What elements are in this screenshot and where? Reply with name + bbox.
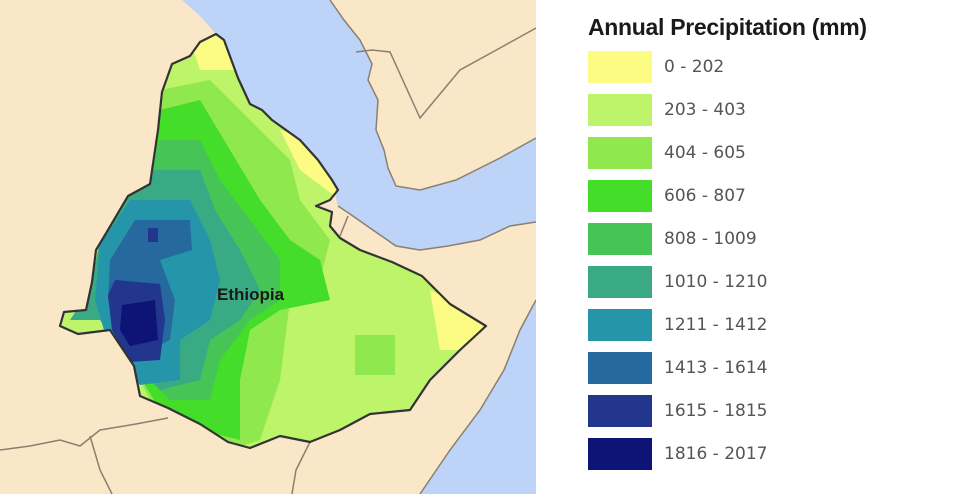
indian-ocean	[420, 300, 536, 494]
red-sea	[182, 0, 536, 250]
legend-item: 1413 - 1614	[586, 346, 964, 389]
legend-item: 1816 - 2017	[586, 432, 964, 475]
legend-label: 1615 - 1815	[664, 400, 768, 421]
precipitation-map: Ethiopia	[0, 0, 536, 494]
legend-item: 1615 - 1815	[586, 389, 964, 432]
legend-label: 203 - 403	[664, 99, 746, 120]
legend: Annual Precipitation (mm) 0 - 202 203 - …	[586, 14, 964, 475]
legend-item: 606 - 807	[586, 174, 964, 217]
legend-swatch	[588, 222, 652, 255]
legend-item: 1211 - 1412	[586, 303, 964, 346]
legend-item: 1010 - 1210	[586, 260, 964, 303]
legend-swatch	[588, 351, 652, 384]
legend-item: 404 - 605	[586, 131, 964, 174]
legend-label: 1010 - 1210	[664, 271, 768, 292]
country-label: Ethiopia	[217, 285, 285, 304]
legend-swatch	[588, 308, 652, 341]
legend-item: 0 - 202	[586, 45, 964, 88]
legend-label: 1413 - 1614	[664, 357, 768, 378]
legend-swatch	[588, 93, 652, 126]
legend-swatch	[588, 136, 652, 169]
legend-swatch	[588, 179, 652, 212]
legend-swatch	[588, 265, 652, 298]
ethiopia-border	[58, 32, 488, 450]
legend-item: 808 - 1009	[586, 217, 964, 260]
legend-swatch	[588, 50, 652, 83]
legend-swatch	[588, 394, 652, 427]
legend-item: 203 - 403	[586, 88, 964, 131]
neighbor-borders	[0, 0, 536, 494]
legend-label: 1816 - 2017	[664, 443, 768, 464]
legend-label: 606 - 807	[664, 185, 746, 206]
legend-label: 404 - 605	[664, 142, 746, 163]
legend-title: Annual Precipitation (mm)	[588, 14, 867, 40]
legend-label: 808 - 1009	[664, 228, 757, 249]
legend-label: 0 - 202	[664, 56, 725, 77]
legend-swatch	[588, 437, 652, 470]
legend-label: 1211 - 1412	[664, 314, 768, 335]
